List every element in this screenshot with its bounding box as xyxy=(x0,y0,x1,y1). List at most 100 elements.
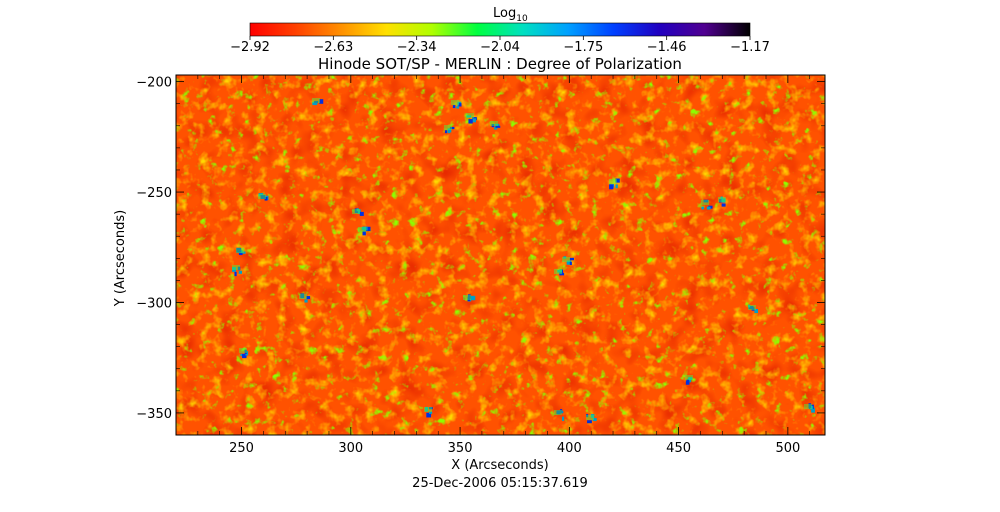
polarization-patch xyxy=(363,226,368,231)
polarization-patch xyxy=(314,100,319,103)
polarization-patch xyxy=(232,267,236,272)
polarization-halo xyxy=(685,375,693,380)
polarization-halo xyxy=(554,269,562,274)
y-tick-label: −250 xyxy=(136,186,172,201)
heatmap-field xyxy=(176,75,825,435)
y-axis-label: Y (Arcseconds) xyxy=(113,210,128,307)
polarization-patch xyxy=(428,407,433,410)
polarization-patch xyxy=(234,271,237,277)
polarization-patch xyxy=(494,127,498,130)
polarization-patch xyxy=(306,296,311,300)
polarization-patch xyxy=(751,307,755,311)
polarization-patch xyxy=(444,130,448,134)
polarization-patch xyxy=(721,198,726,203)
polarization-patch xyxy=(354,208,359,214)
polarization-halo xyxy=(554,410,562,415)
x-tick-label: 300 xyxy=(338,441,363,456)
polarization-patch xyxy=(456,106,460,109)
polarization-patch xyxy=(586,414,589,418)
polarization-halo xyxy=(586,415,594,420)
colorbar-tick-label: −2.34 xyxy=(397,40,437,55)
polarization-patch xyxy=(238,252,243,256)
polarization-patch xyxy=(260,195,266,199)
polarization-patch xyxy=(495,125,501,128)
polarization-patch xyxy=(563,256,567,259)
x-tick-label: 400 xyxy=(557,441,582,456)
polarization-halo xyxy=(239,348,247,353)
polarization-patch xyxy=(748,304,751,308)
polarization-patch xyxy=(468,119,473,124)
polarization-patch xyxy=(557,269,563,273)
polarization-patch xyxy=(569,261,572,266)
polarization-halo xyxy=(463,295,471,300)
x-tick-label: 500 xyxy=(775,441,800,456)
polarization-patch xyxy=(703,199,709,203)
polarization-patch xyxy=(359,211,364,216)
polarization-halo xyxy=(312,98,320,103)
x-tick-label: 250 xyxy=(229,441,254,456)
colorbar-tick-label: −2.92 xyxy=(230,40,270,55)
polarization-patch xyxy=(244,349,247,354)
polarization-patch xyxy=(561,416,565,421)
polarization-halo xyxy=(258,194,266,199)
polarization-patch xyxy=(300,293,305,298)
polarization-halo xyxy=(236,248,244,253)
polarization-halo xyxy=(466,113,474,118)
polarization-patch xyxy=(362,231,366,236)
polarization-patch xyxy=(556,410,561,415)
polarization-halo xyxy=(232,265,240,270)
polarization-halo xyxy=(748,305,756,310)
colorbar-ticks: −2.92 −2.63 −2.34 −2.04 −1.75 −1.46 −1.17 xyxy=(230,36,770,55)
polarization-halo xyxy=(804,404,812,409)
polarization-patch xyxy=(237,266,241,271)
colorbar xyxy=(249,22,751,37)
polarization-patch xyxy=(569,257,575,261)
colorbar-label: Log10 xyxy=(493,6,528,24)
polarization-patch xyxy=(590,414,595,418)
polarization-patch xyxy=(452,105,456,109)
polarization-halo xyxy=(609,179,617,184)
heatmap-green-layer xyxy=(176,75,825,435)
polarization-patch xyxy=(808,403,812,409)
polarization-patch xyxy=(491,124,495,128)
polarization-patch xyxy=(312,101,318,106)
polarization-patch xyxy=(429,411,433,414)
polarization-patch xyxy=(688,377,693,380)
polarization-halo xyxy=(299,294,307,299)
heatmap-blue-patches xyxy=(232,98,815,424)
polarization-patch xyxy=(264,196,268,201)
polarization-patch xyxy=(559,272,565,276)
polarization-patch xyxy=(365,226,371,232)
polarization-patch xyxy=(811,407,815,413)
polarization-patch xyxy=(447,128,452,133)
colorbar-tick-label: −2.63 xyxy=(313,40,353,55)
polarization-patch xyxy=(467,294,471,299)
polarization-patch xyxy=(236,247,242,253)
polarization-halo xyxy=(451,100,459,105)
polarization-patch xyxy=(748,305,754,310)
polarization-patch xyxy=(258,193,264,197)
timestamp-footer: 25-Dec-2006 05:15:37.619 xyxy=(412,476,588,491)
polarization-halo xyxy=(701,200,709,205)
polarization-patch xyxy=(458,103,462,107)
polarization-halo xyxy=(352,209,360,214)
polarization-patch xyxy=(356,208,359,212)
polarization-patch xyxy=(754,308,759,314)
y-tick-label: −350 xyxy=(136,407,172,422)
y-tick-label: −300 xyxy=(136,296,172,311)
x-tick-label: 450 xyxy=(666,441,691,456)
polarization-patch xyxy=(238,270,243,274)
polarization-patch xyxy=(809,405,814,410)
polarization-patch xyxy=(472,118,476,123)
y-tick-label: −200 xyxy=(136,76,172,91)
polarization-patch xyxy=(701,206,704,210)
polarization-patch xyxy=(467,296,471,302)
polarization-patch xyxy=(587,420,592,424)
colorbar-tick-label: −1.17 xyxy=(730,40,770,55)
polarization-patch xyxy=(609,184,614,190)
polarization-patch xyxy=(449,126,455,130)
polarization-patch xyxy=(560,409,563,414)
polarization-patch xyxy=(718,198,723,203)
polarization-patch xyxy=(566,260,572,265)
polarization-patch xyxy=(685,380,690,385)
